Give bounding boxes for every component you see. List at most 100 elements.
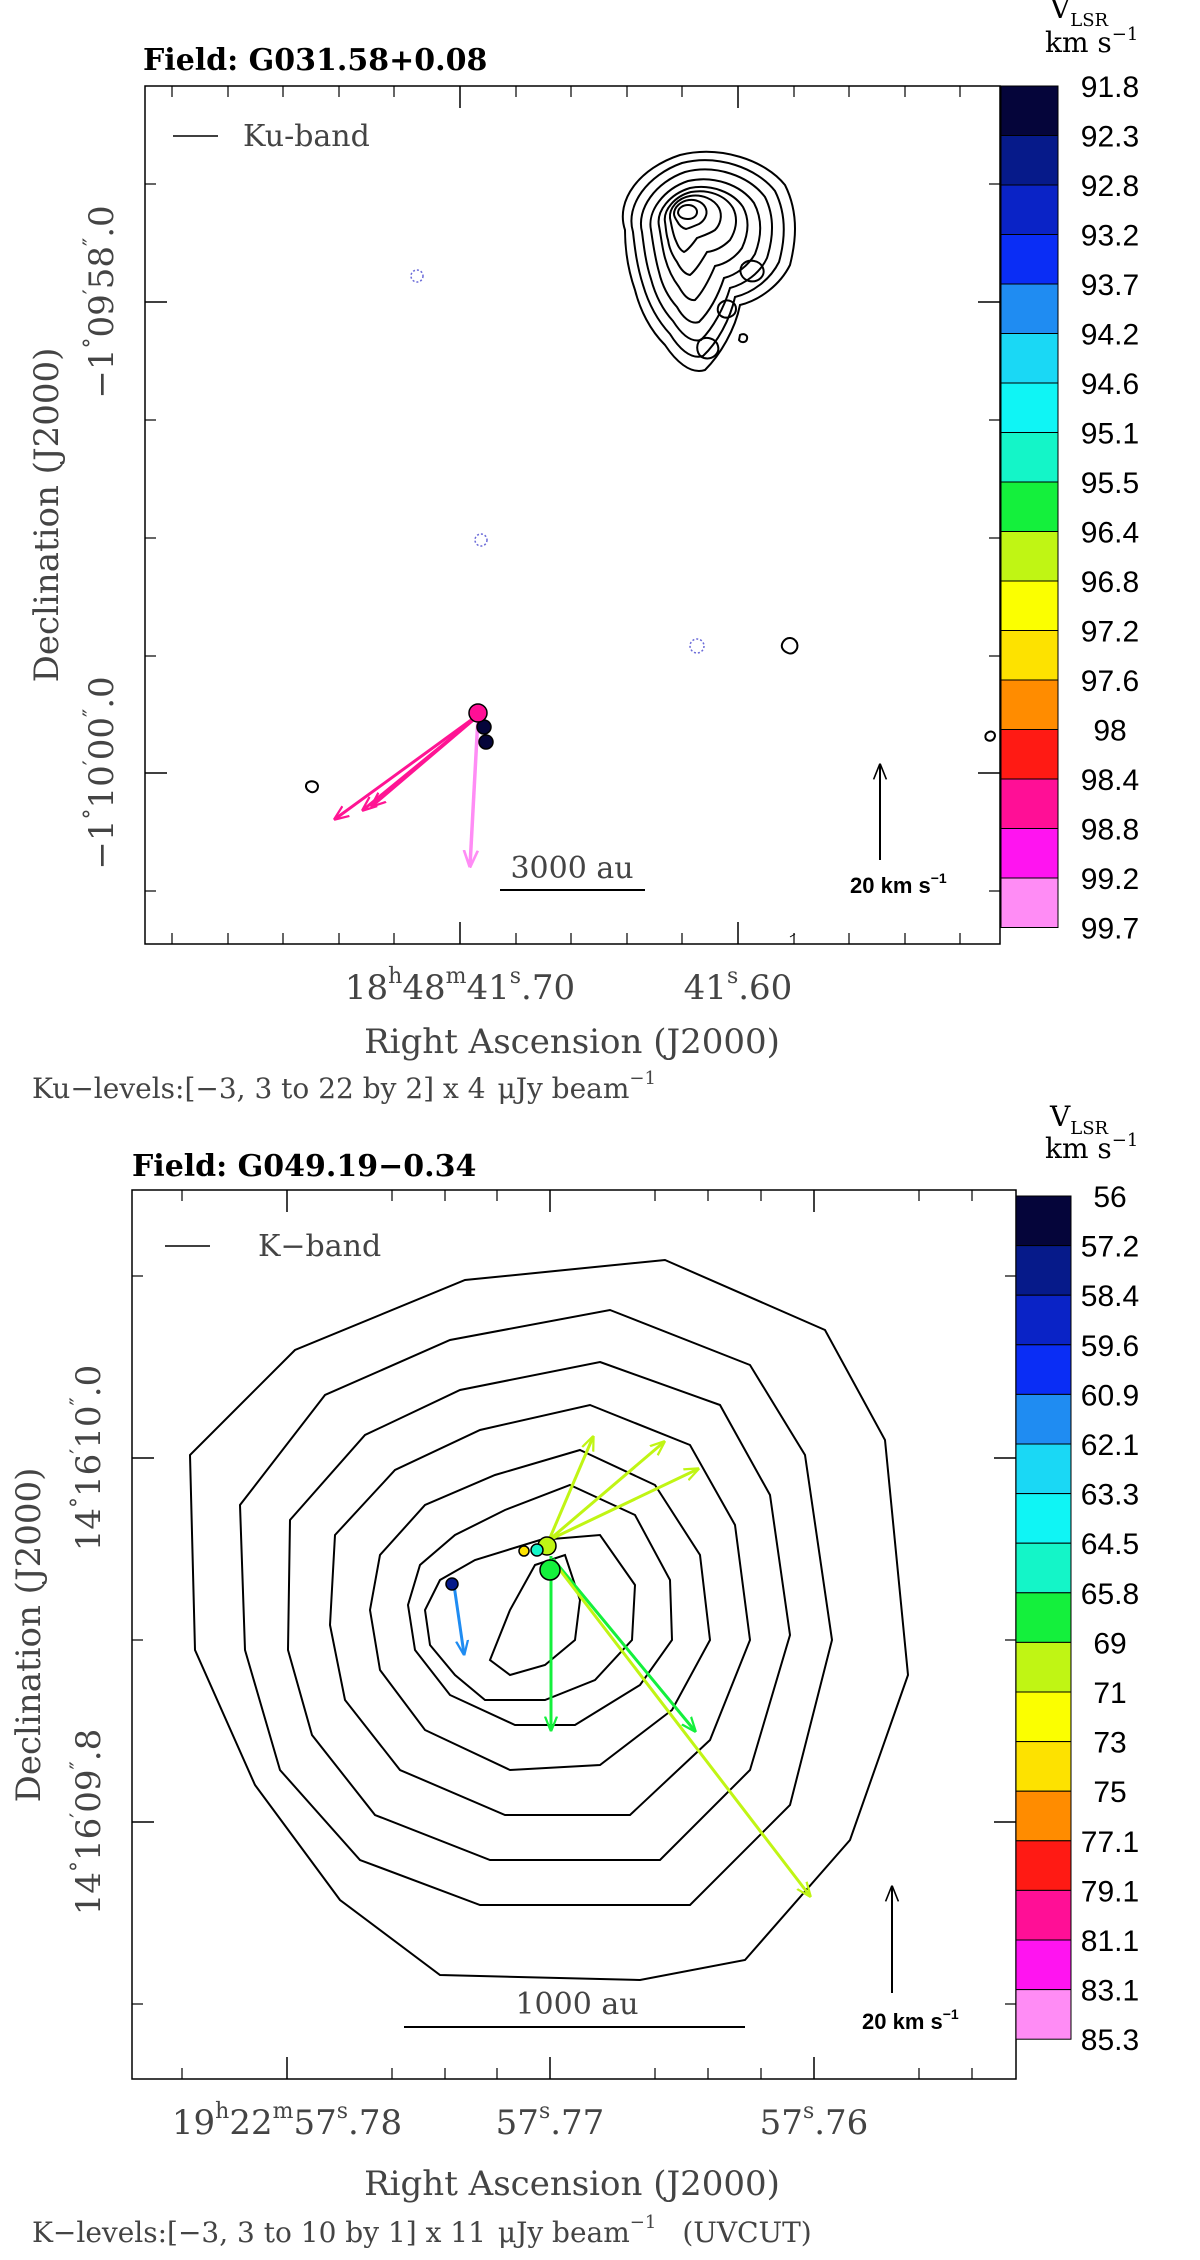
colorbar-tick-label: 83.1 (1081, 1975, 1139, 2008)
contour-levels-note: K−levels:[−3, 3 to 10 by 1] x 11 μJy beam… (32, 2212, 812, 2249)
colorbar-title: VLSR (1049, 0, 1109, 31)
motion-vectors (335, 713, 480, 866)
emission-contours (188, 1258, 910, 1982)
colorbar-cell (1015, 1989, 1072, 2040)
colorbar-cell (1015, 1790, 1072, 1842)
colorbar-cell (1000, 580, 1059, 631)
colorbar-cell (1000, 184, 1059, 235)
contour-level (649, 178, 762, 324)
contour-level (286, 1360, 792, 1861)
contour-level (668, 194, 722, 254)
colorbar-tick-label: 93.7 (1081, 269, 1139, 302)
contour-level (238, 1308, 834, 1906)
field-title: Field: G049.19−0.34 (132, 1149, 476, 1184)
colorbar-cell (1000, 283, 1059, 334)
x-tick-label: 57s.77 (496, 2099, 605, 2143)
axes: 18h48m41s.70 41s.60 −1°09′58″.0 −1°10′00″.0 (80, 86, 1000, 1008)
y-tick-label: −1°10′00″.0 (80, 676, 122, 869)
colorbar-tick-label: 98 (1093, 715, 1126, 748)
colorbar-tick-label: 73 (1093, 1727, 1126, 1760)
colorbar-tick-label: 75 (1093, 1776, 1126, 1809)
contour-level (639, 168, 774, 342)
x-axis-label: Right Ascension (J2000) (364, 2164, 780, 2204)
colorbar-cell (1015, 1245, 1072, 1296)
proper-motion-vector (548, 1469, 698, 1542)
scale-bar-label: 3000 au (510, 851, 633, 886)
colorbar-cell (1015, 1542, 1072, 1594)
proper-motion-vector (452, 1584, 464, 1654)
contour-level (368, 1448, 712, 1772)
x-tick-label: 57s.76 (760, 2099, 869, 2143)
y-tick-label: 14°16′10″.0 (67, 1365, 109, 1551)
colorbar-unit: km s−1 (1045, 24, 1138, 59)
contour-level (716, 299, 738, 319)
colorbar-tick-label: 97.2 (1081, 616, 1139, 649)
colorbar-cell (1015, 1840, 1072, 1891)
panel-top: Field: G031.58+0.08 Ku-band (27, 0, 1139, 1105)
colorbar-tick-label: 71 (1093, 1677, 1126, 1710)
colorbar-cell (1000, 729, 1059, 780)
colorbar-tick-label: 95.5 (1081, 467, 1139, 500)
colorbar-tick-label: 98.8 (1081, 814, 1139, 847)
colorbar-cell (1015, 1939, 1072, 1991)
colorbar-cell (1015, 1443, 1072, 1495)
legend-label: Ku-band (243, 119, 370, 154)
contour-level (630, 159, 785, 358)
contour-level (188, 1258, 910, 1982)
colorbar-tick-label: 97.6 (1081, 665, 1139, 698)
colorbar-tick-label: 96.4 (1081, 517, 1139, 550)
proper-motion-vector (470, 716, 480, 866)
colorbar-cell (1015, 1592, 1072, 1643)
colorbar-cell (1015, 1195, 1072, 1247)
proper-motion-vector (372, 714, 479, 806)
colorbar-tick-label: 99.2 (1081, 863, 1139, 896)
proper-motion-vector (547, 1437, 593, 1541)
colorbar-cell (1015, 1641, 1072, 1693)
maser-spot (518, 1545, 530, 1557)
plot-frame (144, 85, 1001, 945)
colorbar-cell (1015, 1344, 1072, 1395)
colorbar-cell (1000, 778, 1059, 829)
field-title: Field: G031.58+0.08 (143, 43, 487, 78)
colorbar-cell (1000, 877, 1059, 928)
colorbar-cell (1000, 531, 1059, 582)
contour-level (739, 259, 765, 283)
maser-spots (468, 703, 494, 750)
colorbar-tick-label: 79.1 (1081, 1875, 1139, 1908)
maser-spot (478, 734, 494, 750)
panel-bottom: Field: G049.19−0.34 K−band (9, 1100, 1139, 2249)
colorbar-cell (1000, 382, 1059, 433)
negative-contours (410, 269, 705, 654)
colorbar: 56 57.2 58.4 59.6 60.9 62.1 63.3 64.5 65.8 69 71 73… (1015, 1100, 1139, 2057)
colorbar-cell (1000, 333, 1059, 384)
contour-level-negative (410, 269, 424, 283)
axes: 19h22m57s.78 57s.77 57s.76 14°16′10″.0 14°16… (67, 1190, 1016, 2143)
colorbar-cell (1015, 1889, 1072, 1941)
colorbar-tick-label: 81.1 (1081, 1925, 1139, 1958)
contour-level (621, 150, 796, 372)
colorbar-cell (1015, 1393, 1072, 1445)
proper-motion-vector (548, 1442, 664, 1542)
maser-spot (468, 703, 488, 723)
motion-vectors (452, 1437, 810, 1896)
colorbar-tick-label: 94.2 (1081, 319, 1139, 352)
colorbar-tick-label: 59.6 (1081, 1330, 1139, 1363)
colorbar-tick-label: 93.2 (1081, 220, 1139, 253)
maser-spot (539, 1559, 561, 1581)
x-axis-label: Right Ascension (J2000) (364, 1022, 780, 1062)
contour-level-negative (689, 638, 705, 654)
contour-level (328, 1403, 752, 1816)
colorbar-cell (1000, 135, 1059, 186)
colorbar-tick-label: 98.4 (1081, 764, 1139, 797)
contour-level (672, 198, 708, 231)
proper-motion-vector (335, 713, 479, 819)
colorbar-cell (1000, 828, 1059, 879)
colorbar-tick-label: 85.3 (1081, 2024, 1139, 2057)
contour-level (657, 186, 749, 302)
colorbar-tick-label: 95.1 (1081, 418, 1139, 451)
colorbar-tick-label: 62.1 (1081, 1429, 1139, 1462)
contour-levels-note: Ku−levels:[−3, 3 to 22 by 2] x 4 μJy beam… (32, 1068, 656, 1105)
colorbar-cell (1000, 630, 1059, 681)
colorbar-unit: km s−1 (1045, 1130, 1138, 1165)
